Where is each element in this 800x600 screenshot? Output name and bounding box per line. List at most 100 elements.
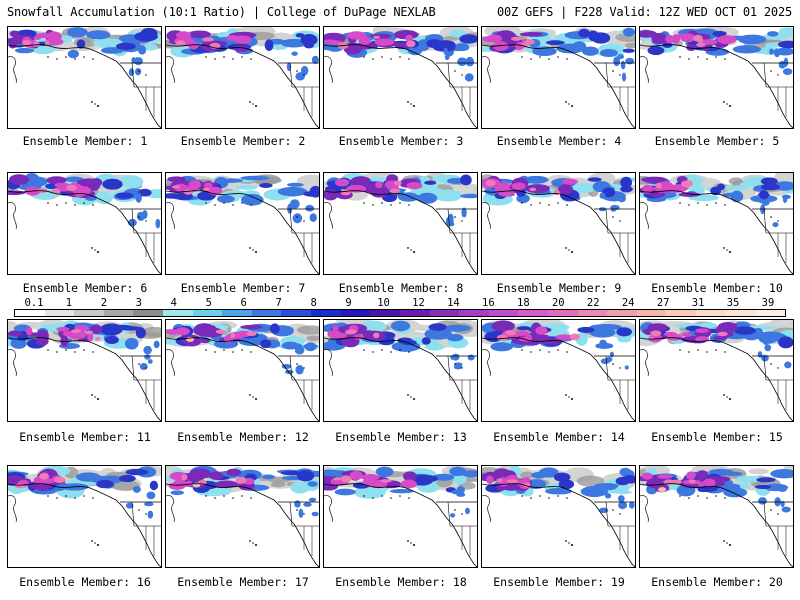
- colorbar-tick: 3: [135, 297, 143, 309]
- ensemble-map-panel: [165, 172, 320, 275]
- ensemble-map-panel: [7, 172, 162, 275]
- colorbar-segment: [607, 310, 637, 316]
- colorbar-segment: [696, 310, 726, 316]
- snowfall-colorbar: [14, 309, 786, 317]
- chart-title: Snowfall Accumulation (10:1 Ratio) | Col…: [7, 5, 436, 19]
- ensemble-member-label: Ensemble Member: 4: [496, 134, 622, 148]
- colorbar-tick: 27: [656, 297, 670, 309]
- colorbar-tick: 16: [482, 297, 495, 309]
- ensemble-member-label: Ensemble Member: 16: [19, 575, 151, 589]
- colorbar-segment: [399, 310, 430, 316]
- colorbar-tick: 1: [65, 297, 73, 309]
- snowfall-map: [324, 320, 477, 421]
- snowfall-map: [324, 173, 477, 274]
- ensemble-member-label: Ensemble Member: 17: [177, 575, 309, 589]
- ensemble-member-label: Ensemble Member: 20: [651, 575, 783, 589]
- ensemble-member-label: Ensemble Member: 19: [493, 575, 625, 589]
- colorbar-tick: 0.1: [24, 297, 44, 309]
- ensemble-member-label: Ensemble Member: 11: [19, 430, 151, 444]
- snowfall-map: [166, 174, 319, 274]
- snowfall-map: [482, 466, 635, 567]
- ensemble-member-label: Ensemble Member: 14: [493, 430, 625, 444]
- snowfall-map: [8, 27, 161, 128]
- ensemble-map-panel: [323, 172, 478, 275]
- colorbar-segment: [15, 310, 45, 316]
- ensemble-map-panel: [639, 319, 794, 422]
- snowfall-map: [166, 466, 319, 567]
- snowfall-map: [8, 320, 161, 421]
- colorbar-segment: [725, 310, 756, 316]
- snowfall-map: [640, 320, 793, 421]
- snowfall-map: [8, 173, 161, 274]
- colorbar-tick: 8: [310, 297, 317, 309]
- ensemble-member-label: Ensemble Member: 5: [654, 134, 780, 148]
- colorbar-segment: [666, 310, 697, 316]
- ensemble-map-panel: [7, 26, 162, 129]
- colorbar-tick: 9: [345, 297, 352, 309]
- snowfall-map: [166, 321, 319, 421]
- colorbar-segment: [74, 310, 104, 316]
- colorbar-segment: [518, 310, 548, 316]
- ensemble-map-panel: [323, 465, 478, 568]
- ensemble-map-panel: [481, 26, 636, 129]
- colorbar-tick: 18: [517, 297, 530, 309]
- colorbar-segment: [163, 310, 193, 316]
- ensemble-member-label: Ensemble Member: 15: [651, 430, 783, 444]
- colorbar-segment: [222, 310, 252, 316]
- colorbar-segment: [370, 310, 400, 316]
- colorbar-tick: 7: [275, 297, 282, 309]
- snowfall-map: [324, 27, 477, 128]
- ensemble-map-panel: [639, 26, 794, 129]
- colorbar-segment: [281, 310, 312, 316]
- snowfall-map: [482, 320, 635, 421]
- ensemble-map-panel: [7, 319, 162, 422]
- ensemble-map-panel: [165, 319, 320, 422]
- ensemble-member-label: Ensemble Member: 12: [177, 430, 309, 444]
- colorbar-segment: [459, 310, 489, 316]
- snowfall-map: [482, 173, 635, 274]
- ensemble-map-panel: [165, 26, 320, 129]
- colorbar-tick: 31: [691, 297, 705, 309]
- snowfall-map: [640, 27, 793, 128]
- ensemble-map-panel: [323, 319, 478, 422]
- colorbar-tick: 2: [100, 297, 108, 309]
- colorbar-segment: [133, 310, 164, 316]
- ensemble-map-panel: [165, 465, 320, 568]
- run-valid-time: 00Z GEFS | F228 Valid: 12Z WED OCT 01 20…: [496, 5, 792, 19]
- colorbar-tick: 22: [586, 297, 600, 309]
- ensemble-member-label: Ensemble Member: 1: [22, 134, 148, 148]
- ensemble-map-panel: [639, 172, 794, 275]
- ensemble-map-panel: [481, 319, 636, 422]
- colorbar-tick: 24: [621, 297, 635, 309]
- colorbar-segment: [429, 310, 460, 316]
- colorbar-tick: 35: [726, 297, 740, 309]
- ensemble-map-panel: [7, 465, 162, 568]
- ensemble-member-label: Ensemble Member: 9: [496, 281, 622, 295]
- colorbar-tick: 4: [170, 297, 177, 309]
- ensemble-map-panel: [639, 465, 794, 568]
- colorbar-segment: [44, 310, 75, 316]
- snowfall-map: [640, 173, 793, 274]
- colorbar-tick: 12: [412, 297, 425, 309]
- snowfall-map: [324, 466, 477, 567]
- ensemble-map-panel: [323, 26, 478, 129]
- snowfall-map: [8, 466, 161, 567]
- ensemble-map-panel: [481, 172, 636, 275]
- colorbar-segment: [311, 310, 341, 316]
- colorbar-segment: [103, 310, 134, 316]
- ensemble-member-label: Ensemble Member: 2: [180, 134, 306, 148]
- ensemble-map-panel: [481, 465, 636, 568]
- ensemble-member-label: Ensemble Member: 8: [338, 281, 464, 295]
- ensemble-member-label: Ensemble Member: 18: [335, 575, 467, 589]
- ensemble-member-label: Ensemble Member: 7: [180, 281, 306, 295]
- colorbar-segment: [340, 310, 371, 316]
- colorbar-segment: [251, 310, 282, 316]
- colorbar-tick: 14: [447, 297, 460, 309]
- ensemble-member-label: Ensemble Member: 10: [651, 281, 783, 295]
- colorbar-tick: 6: [240, 297, 247, 309]
- ensemble-member-label: Ensemble Member: 6: [22, 281, 148, 295]
- colorbar-tick: 39: [761, 297, 775, 309]
- colorbar-tick: 10: [377, 297, 390, 309]
- colorbar-segment: [488, 310, 519, 316]
- colorbar-tick: 20: [551, 297, 565, 309]
